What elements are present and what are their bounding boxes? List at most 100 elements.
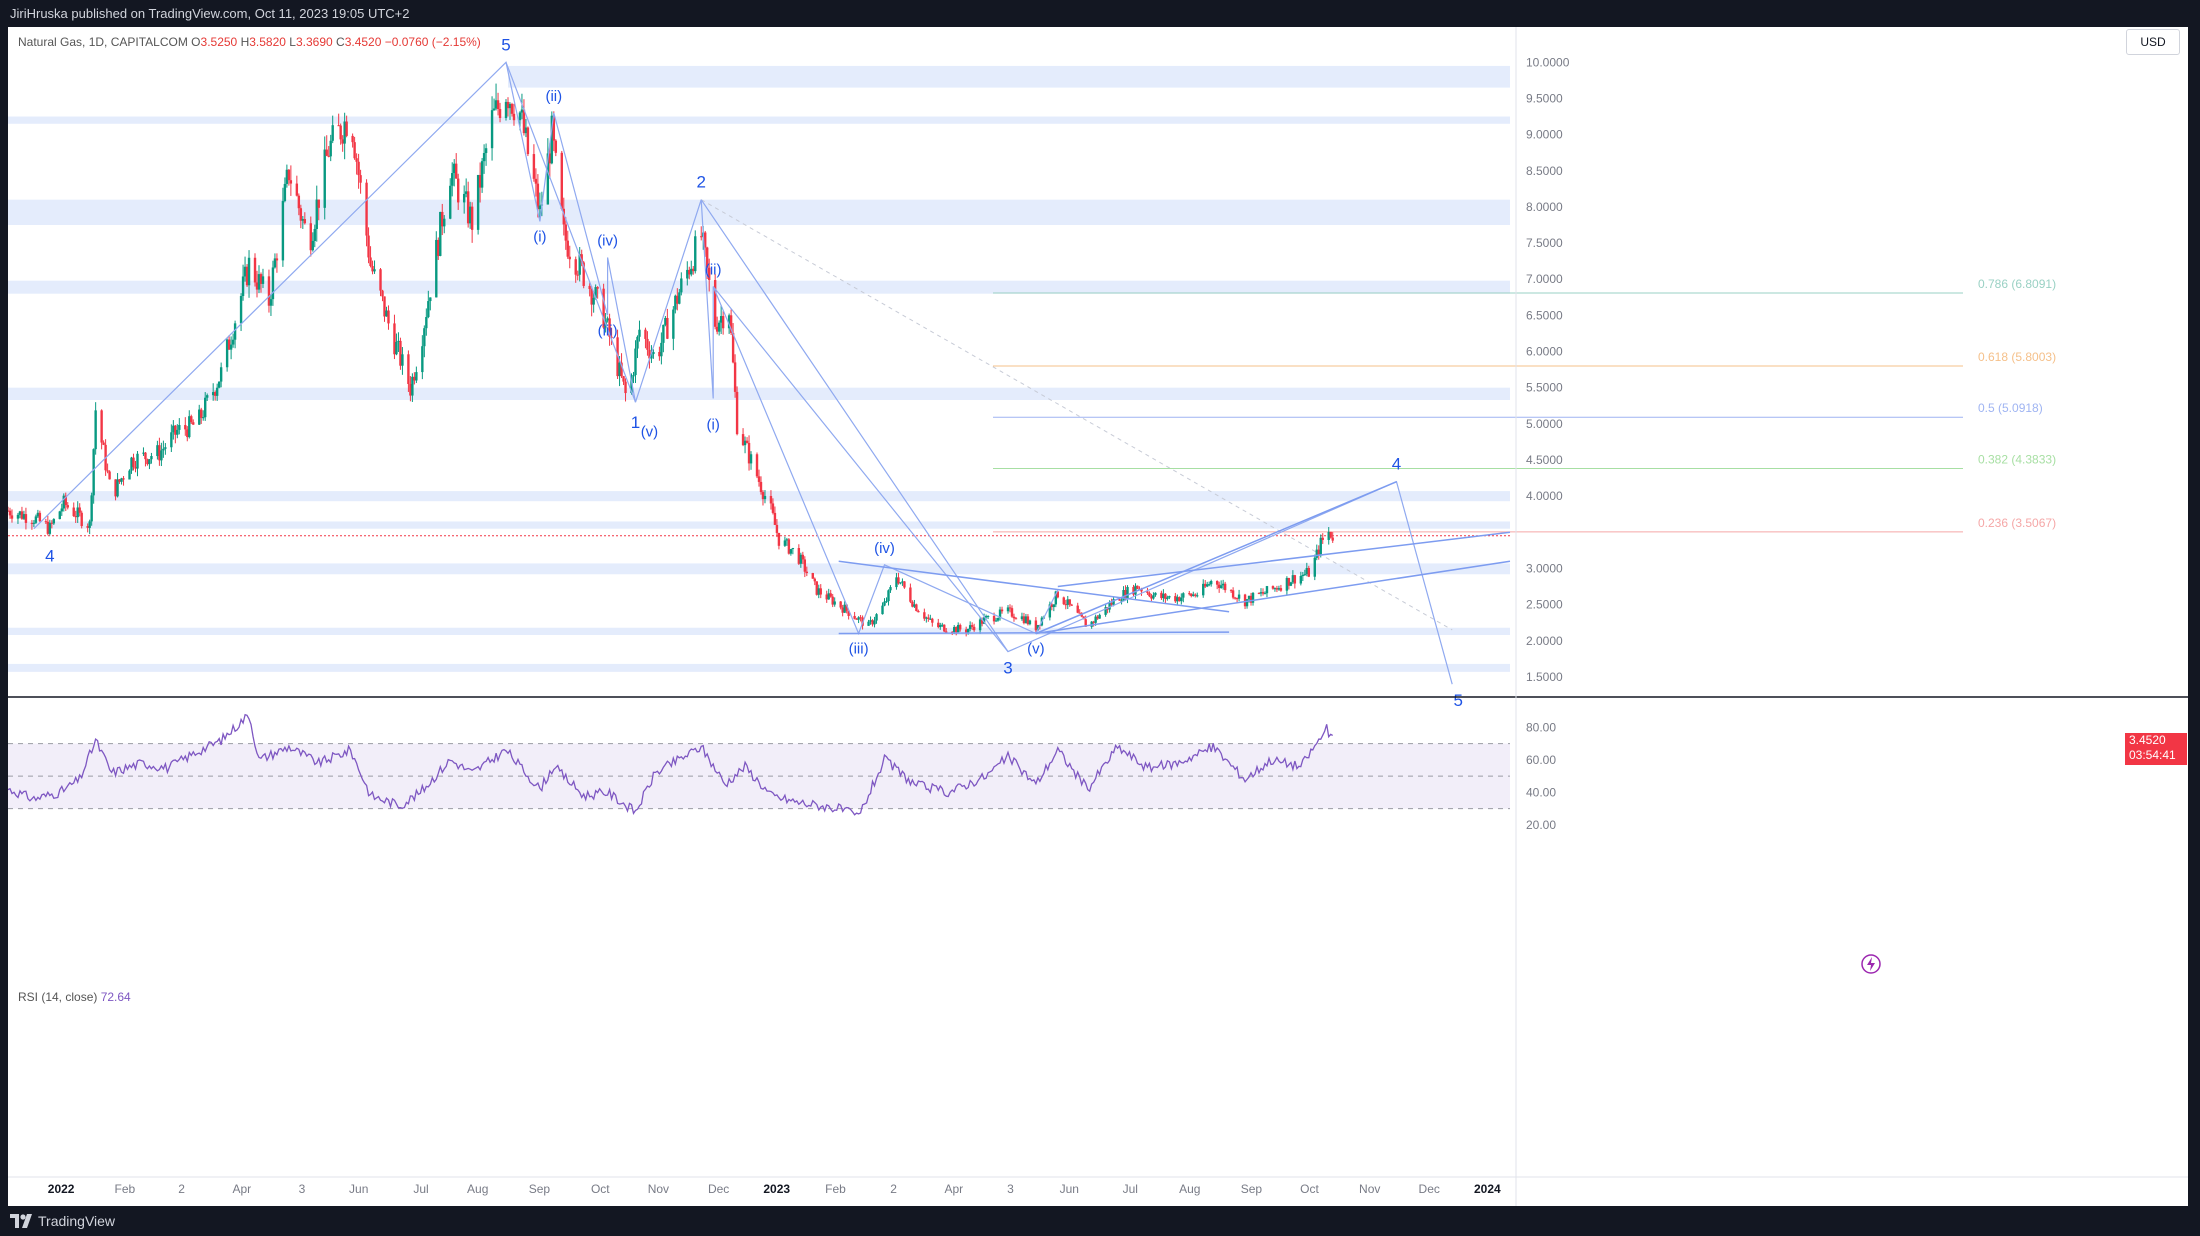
candle: [156, 440, 159, 460]
candle-body: [873, 620, 876, 625]
candle: [172, 420, 175, 440]
candle-body: [427, 301, 430, 318]
candle: [371, 260, 374, 275]
candle-body: [219, 367, 223, 382]
time-tick-label: Nov: [648, 1182, 669, 1196]
candle-body: [735, 391, 739, 435]
candle: [745, 437, 749, 444]
open-value: 3.5250: [200, 35, 238, 49]
candle: [602, 283, 605, 329]
symbol-legend[interactable]: Natural Gas, 1D, CAPITALCOM O3.5250 H3.5…: [18, 35, 481, 49]
candle: [622, 375, 625, 386]
candle: [1319, 534, 1322, 558]
candle: [1098, 613, 1101, 619]
wave-label: (i): [707, 416, 720, 433]
candle: [524, 118, 528, 138]
candle: [437, 237, 440, 260]
candle: [327, 146, 330, 158]
candle: [937, 618, 940, 629]
chart-area[interactable]: 0.786 (6.8091) 0.618 (5.8003) 0.5 (5.0918)…: [6, 27, 2188, 1206]
candle-body: [534, 178, 538, 184]
candle-body: [1064, 604, 1067, 606]
candle: [867, 619, 870, 626]
candle: [913, 599, 916, 608]
candle-body: [1277, 588, 1281, 590]
rsi-tick-label: 40.00: [1526, 785, 1556, 799]
candle-body: [1062, 597, 1065, 605]
candle-body: [323, 149, 326, 208]
candle-body: [146, 459, 149, 465]
candle: [243, 256, 247, 282]
candle-body: [1008, 607, 1012, 609]
candle: [176, 424, 179, 439]
candle-body: [520, 109, 524, 113]
candle-body: [1000, 609, 1004, 612]
candle: [213, 390, 217, 401]
candle: [397, 332, 400, 352]
candle-body: [871, 620, 874, 625]
tradingview-logo[interactable]: TradingView: [10, 1206, 115, 1236]
candle-body: [178, 425, 181, 430]
candle-body: [451, 173, 454, 186]
candle: [1315, 544, 1318, 561]
candle-body: [385, 310, 388, 317]
open-label: O: [191, 35, 201, 49]
candle-body: [1229, 590, 1233, 592]
candle-body: [867, 621, 870, 626]
candle: [1148, 591, 1151, 598]
price-tick-label: 5.5000: [1526, 381, 1563, 395]
candle: [1182, 592, 1185, 603]
candle-body: [496, 100, 500, 110]
candle-body: [198, 409, 201, 425]
candle: [899, 582, 902, 585]
candle: [978, 617, 982, 634]
candle-body: [757, 476, 761, 482]
candle-body: [829, 593, 832, 597]
candle: [32, 520, 36, 528]
zone-band: [508, 65, 1510, 88]
candle-body: [881, 605, 884, 615]
candle: [719, 305, 723, 335]
candle-body: [275, 258, 279, 261]
candle: [150, 452, 153, 464]
candle: [704, 230, 707, 257]
candle-body: [215, 387, 219, 396]
trend-line: [1057, 531, 1511, 588]
candle: [504, 99, 508, 121]
candle-body: [512, 113, 516, 121]
candle-body: [560, 152, 563, 209]
candle-body: [160, 450, 163, 461]
rsi-legend[interactable]: RSI (14, close) 72.64: [18, 990, 131, 1004]
candle-body: [783, 540, 787, 546]
candle-body: [686, 269, 689, 279]
candle-body: [1209, 581, 1213, 585]
chart-canvas[interactable]: 0.786 (6.8091) 0.618 (5.8003) 0.5 (5.0918)…: [6, 27, 2188, 1206]
rsi-value: 72.64: [100, 990, 131, 1004]
rsi-tick-label: 80.00: [1526, 720, 1556, 734]
candle-body: [1329, 531, 1332, 538]
zone-band: [8, 521, 1510, 529]
candle: [1263, 591, 1267, 595]
candle: [78, 503, 81, 517]
price-tick-label: 9.0000: [1526, 128, 1563, 142]
candle-body: [1259, 592, 1263, 594]
candle: [229, 336, 233, 360]
candle: [1034, 617, 1038, 632]
time-tick-label: 3: [1007, 1182, 1014, 1196]
candle-body: [721, 316, 725, 329]
candle: [267, 269, 271, 313]
candle: [986, 615, 990, 620]
candle-body: [1327, 531, 1330, 540]
candle: [443, 215, 446, 234]
candle: [455, 153, 458, 179]
candle-body: [144, 452, 147, 460]
candle-body: [10, 515, 14, 519]
candle-body: [1152, 595, 1155, 599]
candle: [757, 469, 761, 487]
candle-body: [397, 340, 400, 342]
candle: [1307, 565, 1311, 578]
candle-body: [652, 351, 655, 355]
candle: [1202, 579, 1205, 598]
currency-button[interactable]: USD: [2126, 29, 2180, 55]
candle-body: [1028, 620, 1032, 625]
